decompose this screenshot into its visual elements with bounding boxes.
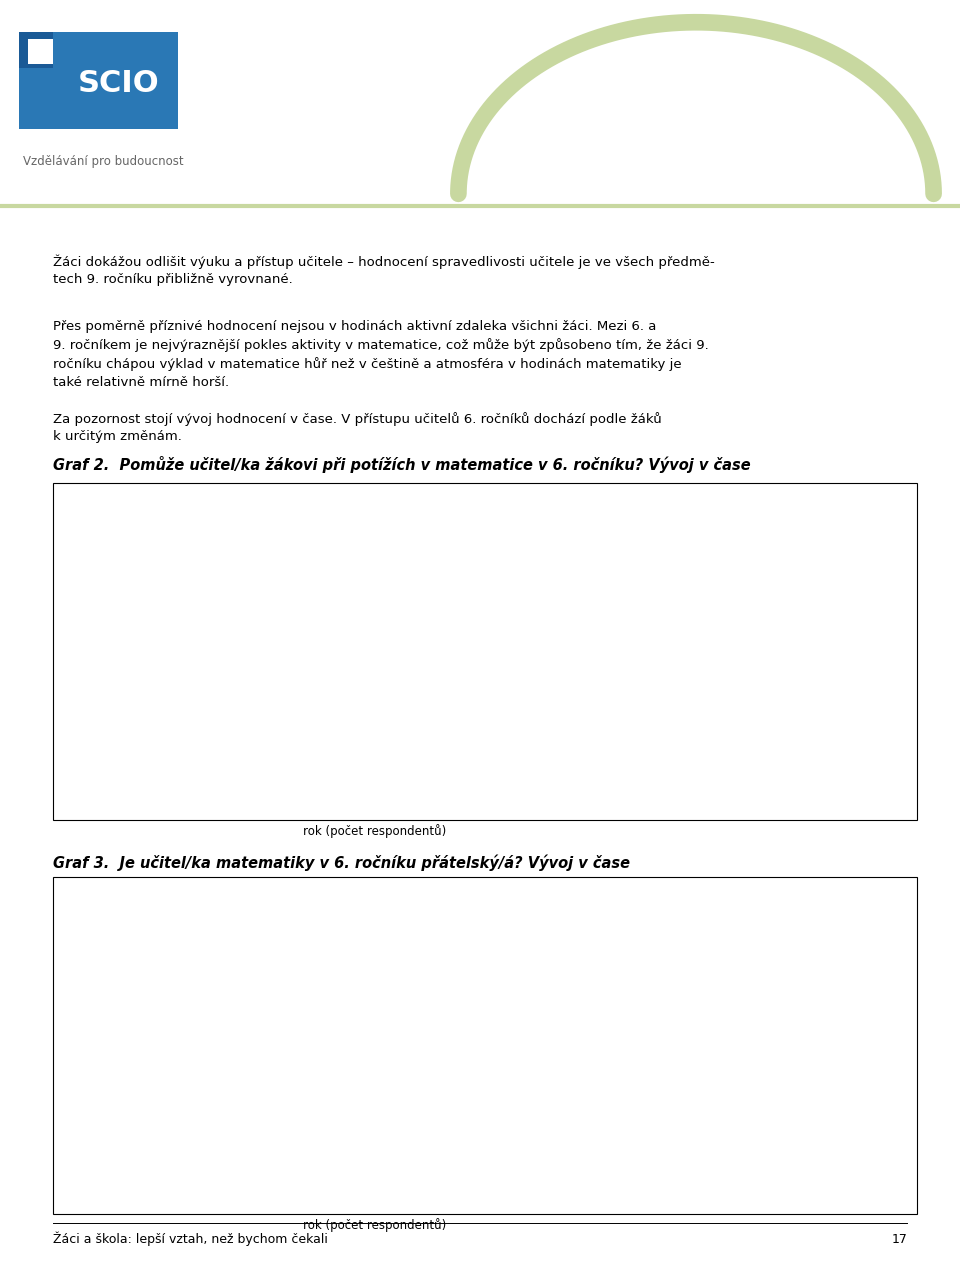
Text: Vzdělávání pro budoucnost: Vzdělávání pro budoucnost — [23, 155, 183, 168]
Bar — [540, 924, 593, 1019]
Bar — [348, 527, 401, 625]
Bar — [348, 508, 401, 513]
Bar — [252, 907, 305, 924]
Bar — [540, 907, 593, 924]
Bar — [156, 902, 209, 907]
Text: Žáci dokážou odlišit výuku a přístup učitele – hodnocení spravedlivosti učitele : Žáci dokážou odlišit výuku a přístup uči… — [53, 254, 714, 286]
Bar — [156, 924, 209, 1036]
Bar — [444, 907, 497, 924]
Bar — [348, 902, 401, 907]
Bar — [156, 533, 209, 637]
X-axis label: rok (počet respondentů): rok (počet respondentů) — [302, 825, 446, 838]
Bar — [156, 907, 209, 924]
Bar — [348, 513, 401, 527]
Bar — [156, 637, 209, 782]
Bar — [540, 508, 593, 513]
Bar — [444, 1026, 497, 1176]
Bar — [252, 508, 305, 516]
Bar — [156, 1036, 209, 1176]
Bar — [252, 516, 305, 536]
Text: Žáci a škola: lepší vztah, než bychom čekali: Žáci a škola: lepší vztah, než bychom če… — [53, 1232, 327, 1247]
Legend: rozhodně nesouhlásím, spíše nesouhlásím, spíše souhlásím, rozhodně souhlásím: rozhodně nesouhlásím, spíše nesouhlásím,… — [640, 1000, 803, 1078]
Text: Přes poměrně příznivé hodnocení nejsou v hodinách aktivní zdaleka všichni žáci. : Přes poměrně příznivé hodnocení nejsou v… — [53, 320, 708, 389]
Bar — [348, 625, 401, 782]
Bar — [540, 902, 593, 907]
Bar — [444, 610, 497, 782]
Bar — [444, 924, 497, 1026]
Bar — [444, 508, 497, 516]
Bar — [252, 924, 305, 1026]
Text: Graf 2.  Pomůže učitel/ka žákovi při potížích v matematice v 6. ročníku? Vývoj v: Graf 2. Pomůže učitel/ka žákovi při potí… — [53, 456, 751, 473]
Bar — [540, 513, 593, 527]
Bar — [540, 527, 593, 610]
Text: Graf 3.  Je učitel/ka matematiky v 6. ročníku přátelský/á? Vývoj v čase: Graf 3. Je učitel/ka matematiky v 6. roč… — [53, 854, 630, 871]
Bar — [19, 32, 53, 69]
Bar — [252, 1026, 305, 1176]
Bar — [156, 513, 209, 533]
Bar — [540, 610, 593, 782]
Bar — [252, 536, 305, 632]
Bar — [540, 1019, 593, 1176]
Bar — [19, 32, 178, 128]
Bar — [444, 902, 497, 907]
Bar — [252, 632, 305, 782]
Bar — [28, 38, 53, 64]
Bar — [252, 902, 305, 907]
Bar — [53, 69, 178, 128]
Bar — [348, 1017, 401, 1176]
Bar — [444, 516, 497, 527]
Text: Za pozornost stojí vývoj hodnocení v čase. V přístupu učitelů 6. ročníků dochází: Za pozornost stojí vývoj hodnocení v čas… — [53, 412, 661, 444]
Bar — [156, 508, 209, 513]
X-axis label: rok (počet respondentů): rok (počet respondentů) — [302, 1219, 446, 1232]
Legend: rozhodně nesouhlásím, spíše nesouhlásím, spíše souhlásím, rozhodně souhlásím: rozhodně nesouhlásím, spíše nesouhlásím,… — [640, 606, 803, 684]
Text: SCIO: SCIO — [78, 69, 159, 98]
Text: 17: 17 — [891, 1233, 907, 1246]
Bar — [444, 527, 497, 610]
Bar — [348, 924, 401, 1017]
Bar — [348, 907, 401, 924]
